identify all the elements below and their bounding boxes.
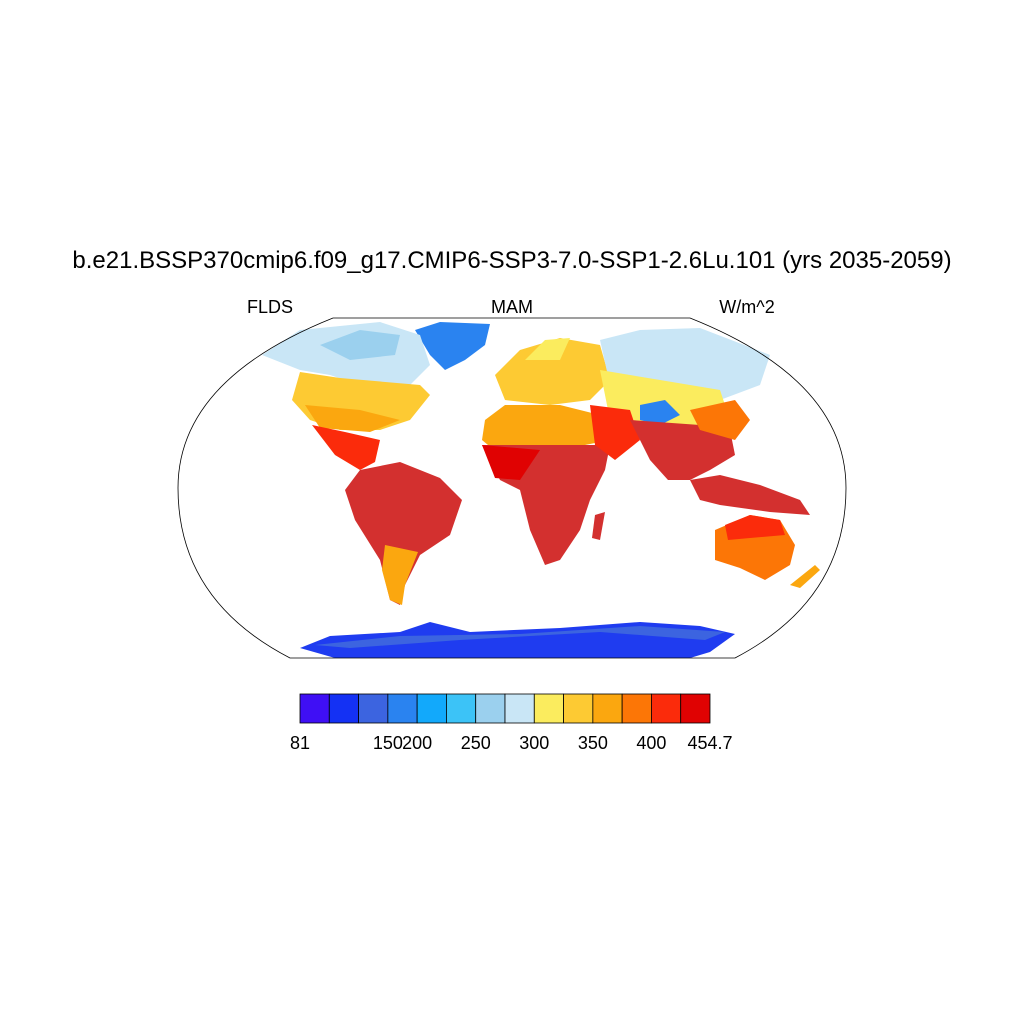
left-label: FLDS bbox=[247, 297, 293, 317]
colorbar-box bbox=[651, 693, 682, 724]
right-label: W/m^2 bbox=[719, 297, 774, 317]
antarctica-edge bbox=[315, 626, 725, 648]
colorbar-box bbox=[621, 693, 652, 724]
colorbar-tick-label: 300 bbox=[519, 733, 549, 753]
colorbar-tick-label: 454.7 bbox=[687, 733, 732, 753]
new-zealand bbox=[790, 565, 820, 588]
title: b.e21.BSSP370cmip6.f09_g17.CMIP6-SSP3-7.… bbox=[72, 247, 951, 274]
map-outline bbox=[177, 317, 847, 659]
usa-south bbox=[305, 405, 400, 432]
colorbar-box bbox=[446, 693, 477, 724]
mexico bbox=[312, 425, 380, 470]
colorbar-box bbox=[533, 693, 564, 724]
colorbar-box bbox=[475, 693, 506, 724]
colorbar-box bbox=[680, 693, 711, 724]
colorbar-box bbox=[416, 693, 447, 724]
colorbar-box bbox=[299, 693, 330, 724]
canada-north bbox=[320, 330, 400, 360]
indonesia bbox=[690, 475, 810, 515]
center-label: MAM bbox=[491, 297, 533, 317]
colorbar-box bbox=[328, 693, 359, 724]
south-asia bbox=[630, 420, 735, 480]
colorbar-box bbox=[387, 693, 418, 724]
middle-east bbox=[590, 405, 640, 460]
scandinavia bbox=[525, 338, 570, 360]
colorbar-tick-label: 350 bbox=[578, 733, 608, 753]
europe bbox=[495, 338, 610, 405]
tibet bbox=[640, 400, 680, 425]
colorbar-tick-label: 150 bbox=[373, 733, 403, 753]
colorbar-tick-label: 400 bbox=[636, 733, 666, 753]
colorbar-box bbox=[563, 693, 594, 724]
china-east bbox=[690, 400, 750, 440]
colorbar: 81 150 200 250 300 350 400 454.7 bbox=[290, 693, 733, 753]
colorbar-box bbox=[504, 693, 535, 724]
south-america bbox=[345, 462, 462, 605]
north-africa bbox=[482, 405, 610, 455]
colorbar-tick-label: 250 bbox=[461, 733, 491, 753]
map bbox=[177, 317, 847, 659]
colorbar-tick-label: 200 bbox=[402, 733, 432, 753]
australia-north bbox=[725, 515, 785, 540]
south-america-south bbox=[382, 545, 418, 605]
madagascar bbox=[592, 512, 605, 540]
africa-west bbox=[482, 445, 540, 480]
greenland bbox=[415, 322, 490, 370]
colorbar-tick-label: 81 bbox=[290, 733, 310, 753]
colorbar-box bbox=[358, 693, 389, 724]
colorbar-box bbox=[592, 693, 623, 724]
